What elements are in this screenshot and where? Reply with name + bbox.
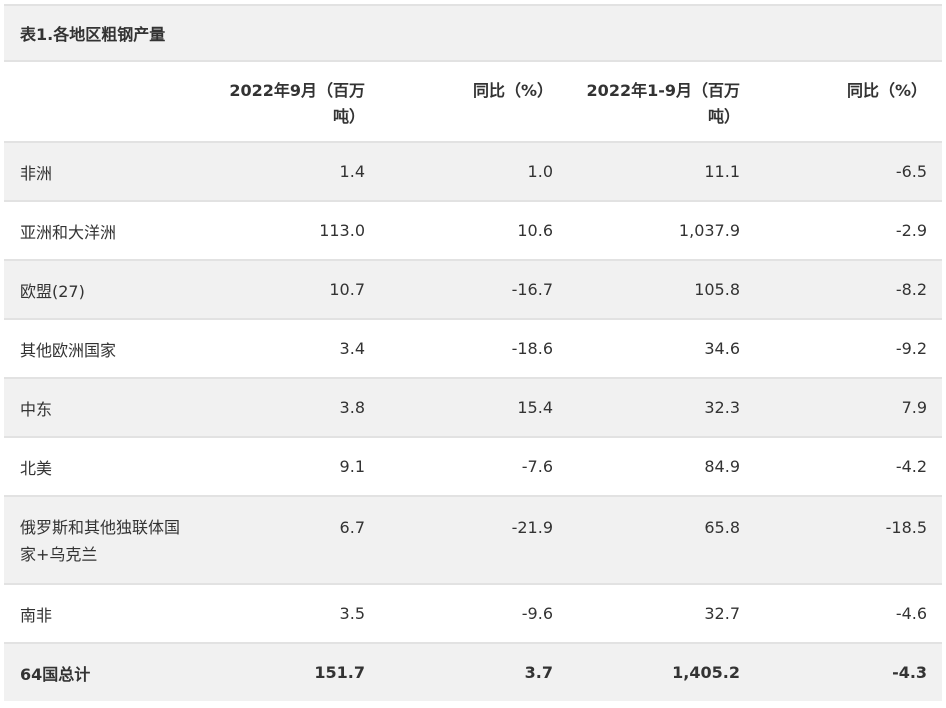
- ytd-yoy-value: -18.5: [755, 495, 943, 584]
- total-row: 64国总计 151.7 3.7 1,405.2 -4.3: [4, 642, 943, 701]
- crude-steel-production-table: 表1.各地区粗钢产量 2022年9月（百万吨） 同比（%） 2022年1-9月（…: [4, 4, 943, 701]
- table-row: 欧盟(27) 10.7 -16.7 105.8 -8.2: [4, 259, 943, 319]
- header-region: [4, 60, 200, 142]
- header-ytd-2022: 2022年1-9月（百万吨）: [568, 60, 755, 142]
- header-sep-yoy-label: 同比（%）: [472, 81, 553, 100]
- sep-value: 1.4: [200, 141, 380, 201]
- table-row: 北美 9.1 -7.6 84.9 -4.2: [4, 436, 943, 496]
- region-cell: 欧盟(27): [4, 259, 200, 319]
- table-row: 南非 3.5 -9.6 32.7 -4.6: [4, 583, 943, 643]
- sep-value: 3.5: [200, 583, 380, 643]
- header-sep-2022: 2022年9月（百万吨）: [200, 60, 380, 142]
- region-cell: 其他欧洲国家: [4, 318, 200, 378]
- ytd-value: 84.9: [568, 436, 755, 496]
- sep-value: 3.8: [200, 377, 380, 437]
- header-ytd-yoy: 同比（%）: [755, 60, 943, 142]
- region-cell: 中东: [4, 377, 200, 437]
- ytd-value: 32.3: [568, 377, 755, 437]
- header-sep-yoy: 同比（%）: [380, 60, 568, 142]
- ytd-yoy-value: 7.9: [755, 377, 943, 437]
- ytd-value: 1,037.9: [568, 200, 755, 260]
- header-ytd-2022-label: 2022年1-9月（百万吨）: [586, 81, 740, 126]
- table-row: 其他欧洲国家 3.4 -18.6 34.6 -9.2: [4, 318, 943, 378]
- ytd-yoy-value: -2.9: [755, 200, 943, 260]
- ytd-yoy-value: -9.2: [755, 318, 943, 378]
- sep-yoy-value: -9.6: [380, 583, 568, 643]
- ytd-value: 34.6: [568, 318, 755, 378]
- sep-value: 113.0: [200, 200, 380, 260]
- table-row: 俄罗斯和其他独联体国家+乌克兰 6.7 -21.9 65.8 -18.5: [4, 495, 943, 584]
- table-title-row: 表1.各地区粗钢产量: [4, 4, 943, 61]
- region-cell: 南非: [4, 583, 200, 643]
- ytd-value: 105.8: [568, 259, 755, 319]
- table-title: 表1.各地区粗钢产量: [4, 4, 943, 61]
- sep-yoy-value: -18.6: [380, 318, 568, 378]
- sep-yoy-value: -21.9: [380, 495, 568, 584]
- region-cell: 非洲: [4, 141, 200, 201]
- region-cell: 俄罗斯和其他独联体国家+乌克兰: [4, 495, 200, 584]
- sep-yoy-value: 3.7: [380, 642, 568, 701]
- region-cell: 北美: [4, 436, 200, 496]
- ytd-yoy-value: -4.3: [755, 642, 943, 701]
- sep-value: 3.4: [200, 318, 380, 378]
- sep-value: 10.7: [200, 259, 380, 319]
- sep-value: 6.7: [200, 495, 380, 584]
- ytd-value: 32.7: [568, 583, 755, 643]
- region-cell: 64国总计: [4, 642, 200, 701]
- sep-yoy-value: -7.6: [380, 436, 568, 496]
- header-row: 2022年9月（百万吨） 同比（%） 2022年1-9月（百万吨） 同比（%）: [4, 60, 943, 142]
- sep-yoy-value: 15.4: [380, 377, 568, 437]
- sep-value: 9.1: [200, 436, 380, 496]
- table-row: 非洲 1.4 1.0 11.1 -6.5: [4, 141, 943, 201]
- ytd-yoy-value: -6.5: [755, 141, 943, 201]
- ytd-value: 65.8: [568, 495, 755, 584]
- header-ytd-yoy-label: 同比（%）: [847, 81, 928, 100]
- ytd-value: 1,405.2: [568, 642, 755, 701]
- sep-yoy-value: -16.7: [380, 259, 568, 319]
- table-row: 亚洲和大洋洲 113.0 10.6 1,037.9 -2.9: [4, 200, 943, 260]
- header-sep-2022-label: 2022年9月（百万吨）: [229, 81, 365, 126]
- sep-yoy-value: 10.6: [380, 200, 568, 260]
- ytd-value: 11.1: [568, 141, 755, 201]
- sep-value: 151.7: [200, 642, 380, 701]
- table-body: 非洲 1.4 1.0 11.1 -6.5 亚洲和大洋洲 113.0 10.6 1,037.9 -2…: [4, 141, 943, 701]
- ytd-yoy-value: -4.6: [755, 583, 943, 643]
- table-row: 中东 3.8 15.4 32.3 7.9: [4, 377, 943, 437]
- ytd-yoy-value: -8.2: [755, 259, 943, 319]
- ytd-yoy-value: -4.2: [755, 436, 943, 496]
- sep-yoy-value: 1.0: [380, 141, 568, 201]
- region-cell: 亚洲和大洋洲: [4, 200, 200, 260]
